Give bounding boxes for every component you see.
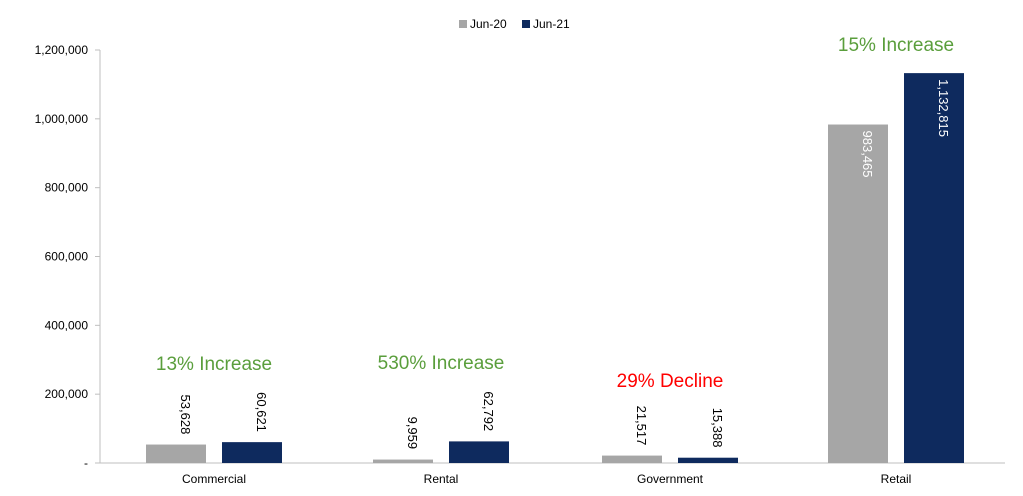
data-label-jun-20-retail: 983,465 [860,131,875,178]
y-tick-label: 400,000 [45,318,89,332]
annotation-government: 29% Decline [617,371,724,392]
bar-jun-20-retail [828,124,888,463]
y-tick-label: 1,200,000 [35,43,89,57]
bar-jun-20-rental [373,459,433,463]
x-axis: Commercial Rental Government Retail [100,462,1005,486]
legend-label-jun-20: Jun-20 [470,17,507,31]
y-tick-label: 200,000 [45,387,89,401]
bars [146,73,964,464]
y-tick-label: 1,000,000 [35,112,89,126]
data-label-jun-20-rental: 9,959 [405,417,420,450]
bar-jun-21-retail [904,73,964,464]
data-label-jun-20-commercial: 53,628 [178,395,193,435]
annotation-retail: 15% Increase [838,35,954,56]
legend-label-jun-21: Jun-21 [533,17,570,31]
data-label-jun-21-rental: 62,792 [481,391,496,431]
data-label-jun-21-government: 15,388 [710,408,725,448]
legend-swatch-jun-21 [522,20,530,28]
data-labels: 53,628 9,959 21,517 983,465 60,621 62,792 15,3… [178,79,951,449]
legend: Jun-20 Jun-21 [459,17,570,31]
x-tick-label-commercial: Commercial [182,472,246,486]
data-label-jun-21-retail: 1,132,815 [936,79,951,137]
data-label-jun-20-government: 21,517 [634,406,649,446]
bar-jun-21-rental [449,441,509,463]
x-tick-label-government: Government [637,472,704,486]
y-tick-label: - [84,456,88,470]
annotation-commercial: 13% Increase [156,354,272,375]
bar-jun-21-government [678,457,738,463]
annotation-rental: 530% Increase [378,353,505,374]
y-tick-label: 800,000 [45,181,89,195]
bar-jun-21-commercial [222,442,282,463]
y-axis: - 200,000 400,000 600,000 800,000 1,000,000 1,… [35,43,101,470]
annotations: 13% Increase 530% Increase 29% Decline 15% … [156,35,954,392]
x-tick-label-retail: Retail [881,472,912,486]
bar-jun-20-government [602,455,662,463]
y-tick-label: 600,000 [45,250,89,264]
legend-swatch-jun-20 [459,20,467,28]
x-tick-label-rental: Rental [424,472,459,486]
bar-jun-20-commercial [146,444,206,463]
data-label-jun-21-commercial: 60,621 [254,392,269,432]
